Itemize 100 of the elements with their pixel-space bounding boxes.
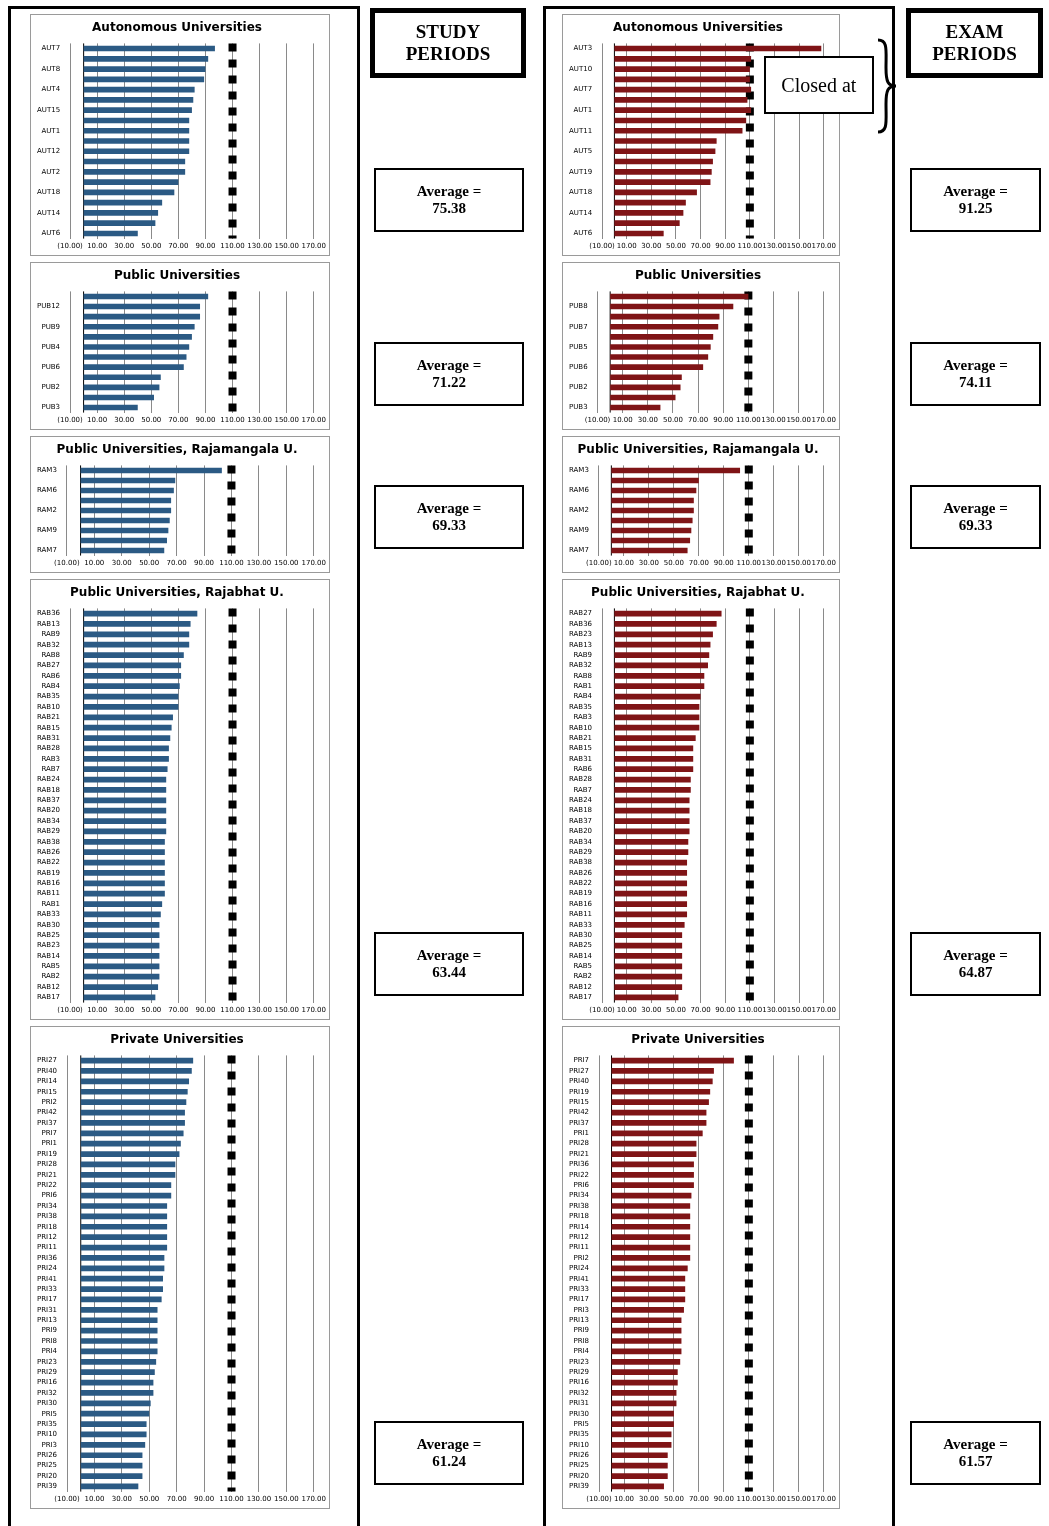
bar: [611, 1286, 686, 1292]
bar: [614, 714, 700, 721]
bar: [610, 344, 711, 350]
bar: [80, 1088, 188, 1095]
bar: [614, 890, 688, 897]
bar: [83, 932, 160, 939]
bar: [83, 334, 192, 340]
bar: [83, 364, 184, 370]
bar: [614, 672, 705, 679]
bar: [611, 1410, 674, 1417]
bar: [611, 1151, 697, 1157]
bar: [80, 1130, 184, 1137]
bar: [614, 901, 688, 907]
bar: [611, 487, 697, 494]
bar: [83, 787, 167, 793]
chart-title: Public Universities, Rajamangala U.: [577, 442, 819, 457]
bar: [610, 404, 661, 411]
bar: [611, 1317, 682, 1324]
bar: [80, 1171, 176, 1178]
chart-title: Public Universities, Rajamangala U.: [56, 442, 298, 457]
bar: [611, 1306, 684, 1313]
chart-title: Private Universities: [110, 1032, 244, 1047]
bar: [614, 66, 750, 72]
bar: [614, 704, 700, 710]
bar: [83, 984, 159, 990]
bar: [83, 704, 179, 710]
bar: [83, 97, 194, 103]
text: Average = 74.11: [942, 357, 1009, 391]
bar: [83, 838, 165, 845]
bar: [611, 477, 699, 484]
bar: [611, 1390, 677, 1396]
text: Average = 71.22: [415, 357, 483, 391]
bar: [83, 953, 160, 959]
bar: [614, 787, 691, 793]
bar: [610, 293, 749, 300]
bar: [611, 1223, 691, 1230]
bar: [611, 1088, 711, 1095]
bar: [80, 507, 172, 514]
bar: [83, 293, 209, 300]
bar: [610, 374, 682, 381]
bar: [80, 1140, 181, 1147]
text: Average = 69.33: [415, 500, 483, 534]
bar: [614, 724, 700, 731]
bar: [611, 527, 692, 534]
bar: [611, 517, 693, 524]
bar: [80, 1473, 143, 1479]
bar: [80, 1286, 163, 1292]
bar: [614, 849, 689, 856]
bar: [614, 220, 680, 227]
bar: [83, 404, 138, 411]
bar: [611, 1275, 686, 1282]
bar: [611, 1171, 694, 1178]
bar: [614, 97, 748, 103]
bar: [614, 148, 716, 155]
bar: [83, 55, 209, 62]
bar: [80, 1317, 158, 1324]
bar: [83, 766, 168, 773]
chart-title: Public Universities: [113, 268, 241, 283]
bar: [611, 507, 694, 514]
annotation: Closed at: [763, 56, 874, 115]
bar: [83, 963, 160, 970]
bar: [80, 1223, 168, 1230]
bar: [83, 901, 163, 907]
bar: [80, 1234, 168, 1241]
bar: [83, 107, 192, 113]
bar: [83, 127, 190, 134]
bar: [83, 973, 160, 980]
bar: [611, 1338, 682, 1344]
bar: [80, 1265, 165, 1272]
bar: [80, 1203, 168, 1209]
bar: [611, 547, 688, 554]
bar: [614, 138, 717, 144]
bar: [80, 1358, 157, 1365]
bar: [83, 735, 171, 741]
bar: [80, 1400, 151, 1407]
bar: [611, 1442, 672, 1448]
bar: [614, 641, 711, 648]
bar: [83, 880, 165, 887]
text: EXAM PERIODS: [906, 8, 1043, 78]
chart-title: Public Universities, Rajabhat U.: [70, 585, 284, 600]
bar: [80, 517, 170, 524]
bar: [614, 127, 743, 134]
bar: [614, 963, 683, 970]
bar: [83, 714, 173, 721]
bar: [83, 870, 165, 876]
chart-title: Autonomous Universities: [92, 20, 262, 35]
bar: [614, 107, 752, 113]
bar: [610, 364, 704, 370]
bar: [80, 1275, 163, 1282]
bar: [80, 1410, 150, 1417]
text: Average = 69.33: [942, 500, 1009, 534]
bar: [614, 870, 688, 876]
bar: [83, 210, 159, 216]
bar: [614, 755, 694, 762]
bar: [610, 334, 714, 340]
bar: [611, 1473, 668, 1479]
bar: [611, 467, 741, 474]
bar: [611, 1099, 709, 1105]
bar: [83, 344, 190, 350]
bar: [83, 354, 187, 360]
